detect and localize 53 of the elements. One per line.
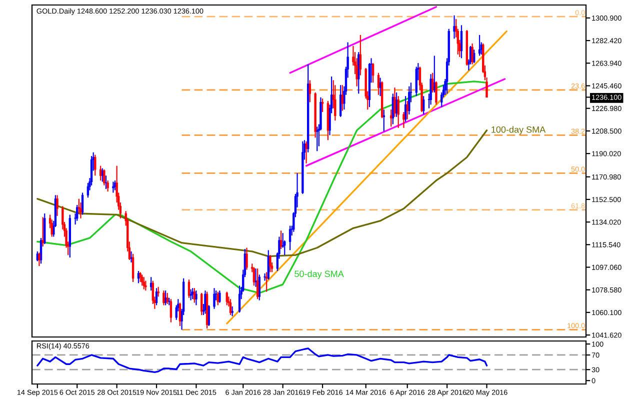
candlestick <box>408 86 410 115</box>
candlestick <box>305 140 308 164</box>
candlestick <box>359 34 362 76</box>
candlestick <box>188 278 190 298</box>
candlestick <box>453 14 456 40</box>
candlestick <box>140 274 144 286</box>
candlestick <box>144 280 147 292</box>
candlestick <box>435 80 438 106</box>
candlestick <box>162 290 165 306</box>
candlestick <box>76 204 78 222</box>
candlestick <box>78 198 80 214</box>
candlestick <box>218 290 221 304</box>
candlestick <box>256 268 259 300</box>
candlestick <box>157 286 160 298</box>
candlestick <box>80 202 82 219</box>
candlestick <box>192 288 194 300</box>
candlestick <box>473 49 476 64</box>
candlestick <box>246 247 248 270</box>
candlestick <box>56 194 58 216</box>
candlestick <box>216 291 219 306</box>
candlestick <box>269 254 272 273</box>
candlestick <box>208 304 210 327</box>
candlestick <box>178 302 182 327</box>
candlestick <box>226 291 228 306</box>
candlestick <box>415 66 418 97</box>
candlestick <box>471 42 474 65</box>
candlestick <box>213 288 216 310</box>
candlestick <box>341 84 344 112</box>
candlestick <box>204 290 206 314</box>
candlestick <box>231 306 234 317</box>
annotation: 100-day SMA <box>492 126 546 135</box>
candlestick <box>390 108 392 128</box>
candlestick <box>38 252 40 267</box>
candlestick <box>94 154 96 176</box>
candlestick <box>152 280 154 305</box>
candlestick <box>86 182 90 198</box>
candlestick <box>430 74 432 106</box>
candlestick <box>193 288 196 304</box>
candlestick <box>402 111 405 128</box>
candlestick <box>139 272 142 283</box>
candlestick <box>316 126 318 152</box>
candlestick <box>200 292 203 316</box>
candlestick <box>229 298 232 316</box>
candlestick <box>321 98 324 113</box>
candlestick <box>406 100 408 120</box>
candlestick <box>112 181 114 194</box>
annotation: 50-day SMA <box>294 270 344 279</box>
candlestick <box>372 62 374 84</box>
candlestick <box>195 290 198 306</box>
candlestick <box>394 86 396 118</box>
candlestick <box>42 216 44 248</box>
candlestick <box>99 165 102 182</box>
candlestick <box>308 80 311 103</box>
